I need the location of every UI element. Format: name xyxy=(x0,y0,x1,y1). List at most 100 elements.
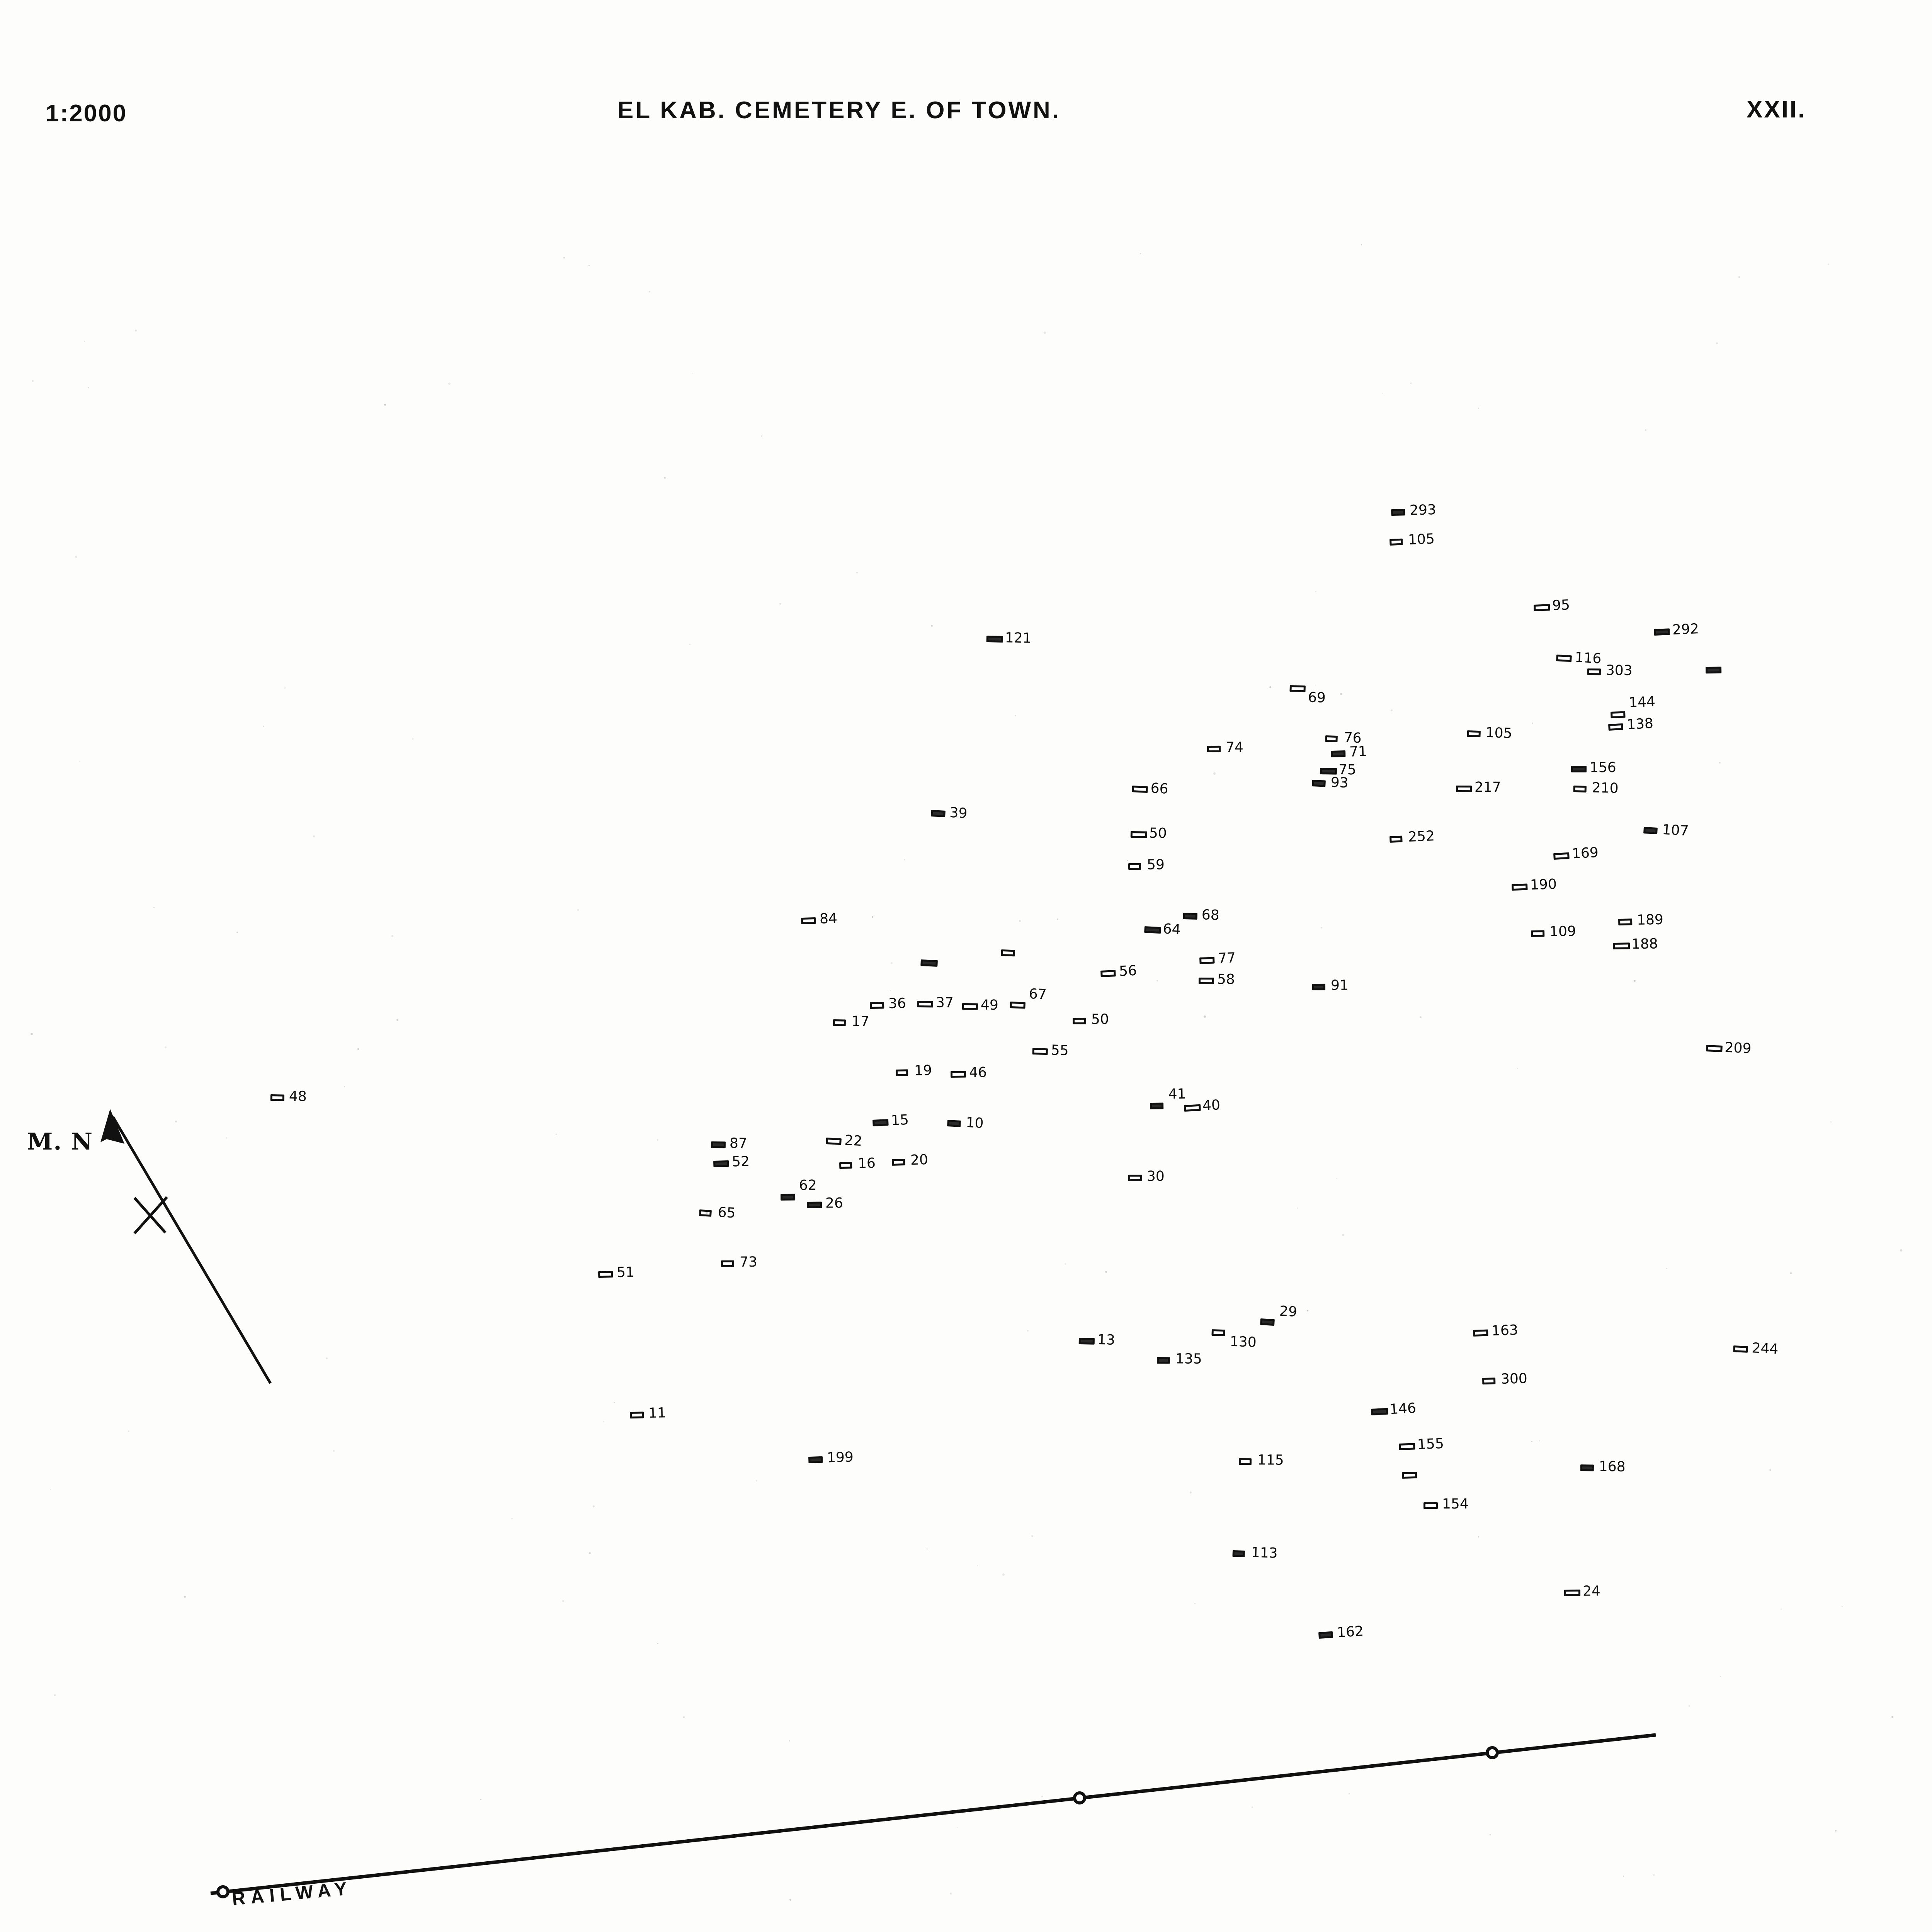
paper-speck xyxy=(657,1643,658,1644)
paper-speck xyxy=(1891,1716,1893,1718)
tomb-rectangle-icon xyxy=(833,1019,846,1026)
tomb-number-label: 29 xyxy=(1279,1303,1298,1320)
tomb-rectangle-icon xyxy=(808,1456,823,1463)
tomb-rectangle-icon xyxy=(1371,1408,1388,1415)
tomb-rectangle-icon xyxy=(1078,1338,1095,1345)
tomb-number-label: 156 xyxy=(1589,760,1616,776)
paper-speck xyxy=(1738,276,1740,278)
tomb-rectangle-icon xyxy=(1010,1002,1026,1009)
tomb-rectangle-icon xyxy=(1156,1357,1170,1364)
tomb-number-label: 41 xyxy=(1168,1086,1186,1102)
plate-number: XXII. xyxy=(1747,96,1806,123)
tomb-rectangle-icon xyxy=(962,1003,978,1010)
tomb-number-label: 56 xyxy=(1119,963,1137,980)
tomb-rectangle-icon xyxy=(1618,918,1633,925)
paper-speck xyxy=(236,932,238,933)
paper-speck xyxy=(683,1716,685,1718)
paper-speck xyxy=(175,1121,177,1122)
tomb-number-label: 190 xyxy=(1530,876,1557,893)
tomb-number-label: 55 xyxy=(1051,1042,1069,1059)
tomb-number-label: 154 xyxy=(1442,1496,1469,1512)
paper-speck xyxy=(226,1137,227,1139)
tomb-rectangle-icon xyxy=(721,1260,735,1267)
paper-speck xyxy=(1321,927,1322,929)
paper-speck xyxy=(79,761,80,762)
paper-speck xyxy=(789,1740,790,1742)
tomb-number-label: 189 xyxy=(1636,912,1664,929)
paper-speck xyxy=(313,835,315,837)
paper-speck xyxy=(1410,383,1412,384)
paper-speck xyxy=(153,907,155,908)
tomb-rectangle-icon xyxy=(1531,930,1545,937)
paper-speck xyxy=(1307,1310,1308,1311)
paper-speck xyxy=(1828,264,1829,265)
tomb-rectangle-icon xyxy=(1320,768,1337,775)
tomb-number-label: 59 xyxy=(1146,857,1165,873)
paper-speck xyxy=(135,330,137,332)
paper-speck xyxy=(1790,1272,1792,1274)
tomb-rectangle-icon xyxy=(872,1119,889,1126)
tomb-rectangle-icon xyxy=(1399,1443,1415,1450)
scale-label: 1:2000 xyxy=(46,100,128,127)
tomb-number-label: 292 xyxy=(1672,621,1699,638)
tomb-number-label: 252 xyxy=(1408,828,1435,845)
paper-speck xyxy=(872,916,873,918)
tomb-number-label: 64 xyxy=(1162,921,1181,938)
tomb-number-label: 84 xyxy=(819,910,838,927)
paper-speck xyxy=(184,1596,186,1598)
paper-speck xyxy=(396,1019,398,1021)
tomb-number-label: 303 xyxy=(1605,662,1633,679)
tomb-number-label: 49 xyxy=(980,997,999,1014)
tomb-number-label: 24 xyxy=(1582,1583,1600,1599)
tomb-rectangle-icon xyxy=(931,810,946,818)
paper-speck xyxy=(1044,332,1046,334)
tomb-number-label: 66 xyxy=(1150,780,1169,797)
tomb-number-label: 163 xyxy=(1491,1322,1519,1339)
tomb-rectangle-icon xyxy=(1132,786,1148,793)
tomb-number-label: 39 xyxy=(949,804,968,822)
magnetic-north-group: M. N xyxy=(23,1066,386,1406)
paper-speck xyxy=(789,1899,791,1901)
tomb-number-label: 36 xyxy=(888,995,906,1012)
tomb-rectangle-icon xyxy=(1534,604,1550,611)
paper-speck xyxy=(779,603,781,605)
tomb-rectangle-icon xyxy=(1654,628,1670,636)
tomb-rectangle-icon xyxy=(1032,1048,1048,1055)
paper-speck xyxy=(927,1548,928,1549)
tomb-rectangle-icon xyxy=(1580,1464,1594,1471)
paper-speck xyxy=(1031,1535,1033,1537)
tomb-number-label: 15 xyxy=(891,1112,909,1129)
paper-speck xyxy=(1194,1603,1196,1604)
tomb-number-label: 210 xyxy=(1592,780,1619,797)
tomb-rectangle-icon xyxy=(870,1002,884,1009)
paper-speck xyxy=(31,1033,33,1035)
tomb-rectangle-icon xyxy=(1613,942,1630,949)
tomb-number-label: 115 xyxy=(1257,1452,1284,1468)
tomb-rectangle-icon xyxy=(951,1071,966,1078)
paper-speck xyxy=(689,644,690,645)
paper-speck xyxy=(603,1421,604,1422)
tomb-number-label: 162 xyxy=(1336,1623,1364,1641)
tomb-rectangle-icon xyxy=(947,1120,961,1127)
tomb-rectangle-icon xyxy=(1482,1378,1496,1384)
paper-speck xyxy=(761,435,762,437)
tomb-number-label: 50 xyxy=(1149,825,1167,842)
paper-speck xyxy=(1140,253,1141,254)
tomb-number-label: 293 xyxy=(1409,502,1437,519)
tomb-rectangle-icon xyxy=(1001,949,1015,957)
paper-speck xyxy=(1315,591,1316,592)
paper-speck xyxy=(1065,1263,1066,1265)
tomb-rectangle-icon xyxy=(826,1138,842,1145)
paper-speck xyxy=(1842,1606,1843,1607)
paper-speck xyxy=(1900,1249,1902,1252)
paper-speck xyxy=(891,962,893,964)
tomb-rectangle-icon xyxy=(1512,883,1528,891)
tomb-number-label: 77 xyxy=(1218,950,1236,967)
tomb-number-label: 135 xyxy=(1175,1351,1202,1367)
paper-speck xyxy=(284,687,286,689)
tomb-rectangle-icon xyxy=(1733,1345,1748,1353)
paper-speck xyxy=(977,1565,978,1566)
tomb-rectangle-icon xyxy=(598,1271,613,1278)
paper-speck xyxy=(649,291,650,293)
paper-speck xyxy=(1623,1876,1624,1877)
